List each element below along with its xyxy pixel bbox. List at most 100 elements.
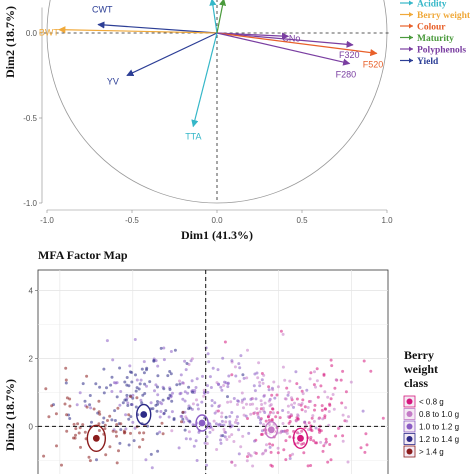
individual-point (138, 445, 141, 449)
individual-point (300, 402, 304, 405)
individual-point (237, 428, 241, 432)
individual-point (273, 396, 277, 400)
individual-point (296, 417, 300, 421)
individual-point (108, 445, 112, 449)
individual-point (220, 415, 224, 419)
individual-point (105, 339, 109, 343)
individual-point (139, 398, 143, 402)
legend-label: Polyphenols (417, 46, 466, 56)
individual-point (102, 416, 106, 420)
individual-point (139, 378, 143, 382)
individual-point (60, 463, 63, 467)
individual-point (169, 350, 173, 353)
individual-point (126, 404, 130, 407)
individual-point (215, 448, 219, 451)
individual-point (127, 417, 131, 421)
individual-point (284, 439, 288, 443)
individual-point (118, 366, 122, 370)
individual-point (154, 359, 158, 363)
individual-point (221, 434, 225, 438)
individual-point (206, 384, 209, 388)
individual-point (156, 393, 160, 397)
individual-point (332, 407, 336, 411)
individual-point (290, 396, 293, 400)
confidence-ellipse (86, 424, 107, 452)
individual-point (172, 417, 176, 420)
individual-point (313, 408, 316, 412)
individual-point (97, 399, 101, 403)
individual-point (81, 423, 85, 427)
individual-point (329, 458, 333, 462)
individual-point (170, 410, 174, 414)
individual-point (304, 409, 307, 413)
individual-point (259, 399, 263, 403)
individual-point (323, 414, 327, 418)
individual-point (271, 411, 275, 415)
individual-point (115, 461, 119, 465)
y-tick-label: 0 (29, 422, 34, 431)
x-tick-label: -0.5 (125, 216, 139, 225)
individual-point (203, 441, 207, 445)
individual-point (118, 441, 122, 445)
individual-point (313, 403, 317, 407)
individual-point (312, 439, 316, 443)
individual-point (341, 369, 345, 373)
individual-point (255, 407, 259, 411)
individual-point (156, 449, 160, 453)
individual-point (138, 431, 141, 435)
individual-point (119, 422, 123, 426)
individual-point (108, 414, 112, 418)
individual-point (256, 413, 260, 417)
individual-point (160, 402, 164, 406)
individual-point (255, 371, 259, 375)
individual-point (239, 445, 243, 449)
individual-point (158, 415, 162, 419)
individual-point (257, 416, 261, 419)
individual-point (207, 360, 211, 364)
individual-point (88, 403, 92, 407)
individual-point (270, 386, 274, 390)
individual-point (109, 383, 113, 387)
individual-point (322, 372, 326, 376)
individual-point (88, 394, 92, 397)
individual-point (162, 411, 166, 415)
variable-label: CNo (282, 33, 300, 43)
individual-point (97, 422, 101, 426)
individual-point (137, 387, 141, 391)
individual-point (308, 377, 312, 381)
individual-point (104, 453, 108, 457)
individual-point (194, 386, 198, 389)
individual-point (281, 429, 285, 433)
individual-point (233, 463, 237, 467)
individual-point (192, 444, 196, 448)
individual-point (102, 367, 106, 371)
individual-point (217, 405, 221, 408)
individual-point (153, 389, 156, 393)
individual-point (269, 410, 272, 414)
individual-point (276, 385, 280, 389)
individual-point (253, 439, 256, 443)
confidence-ellipse (136, 403, 152, 426)
individual-point (130, 380, 134, 384)
confidence-ellipse (264, 421, 279, 439)
individual-point (101, 421, 105, 424)
individual-point (205, 463, 209, 467)
individual-point (213, 411, 217, 415)
individual-point (287, 391, 291, 394)
individual-point (81, 382, 85, 386)
individual-point (249, 412, 253, 416)
y-tick-label: -0.5 (23, 114, 37, 123)
individual-point (281, 365, 285, 369)
individual-point (361, 409, 365, 413)
individual-point (247, 452, 250, 455)
individual-point (181, 410, 185, 414)
individual-point (110, 390, 114, 393)
legend-key-dot (406, 436, 413, 442)
individual-point (154, 383, 158, 387)
individual-point (301, 392, 305, 396)
individual-point (83, 430, 87, 434)
individual-point (118, 403, 122, 407)
individual-point (317, 428, 321, 431)
individual-point (124, 398, 128, 402)
